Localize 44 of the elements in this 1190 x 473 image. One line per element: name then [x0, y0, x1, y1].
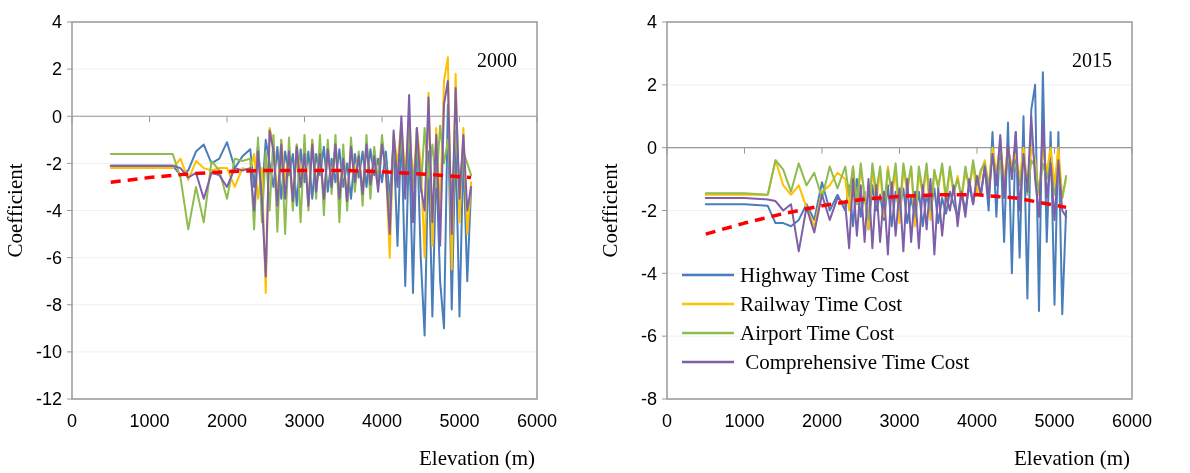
y-tick-label: -10	[35, 342, 62, 363]
y-tick-label: -12	[35, 389, 62, 410]
legend-label: Comprehensive Time Cost	[740, 350, 970, 375]
annotation: 2000	[477, 49, 517, 71]
line-series	[109, 79, 473, 278]
y-tick-label: 0	[51, 106, 62, 127]
line-series	[109, 168, 473, 184]
x-tick-label: 5000	[1034, 411, 1075, 431]
legend-label: Highway Time Cost	[740, 263, 910, 288]
y-tick-label: -6	[45, 247, 62, 268]
x-tick-label: 2000	[206, 411, 248, 431]
x-tick-label: 1000	[724, 411, 765, 431]
x-tick-label: 0	[66, 411, 78, 431]
y-tick-label: -4	[640, 263, 657, 284]
y-axis-title: Coefficient	[3, 163, 27, 258]
x-tick-label: 4000	[361, 411, 403, 431]
x-axis-title: Elevation (m)	[418, 446, 536, 470]
y-tick-label: -8	[640, 389, 657, 410]
y-tick-label: -8	[45, 295, 62, 316]
x-tick-label: 3000	[284, 411, 325, 431]
x-tick-label: 4000	[956, 411, 998, 431]
x-tick-label: 6000	[516, 411, 558, 431]
x-tick-label: 6000	[1111, 411, 1153, 431]
y-tick-label: -4	[45, 200, 62, 221]
y-tick-label: 2	[646, 75, 657, 96]
legend-label: Railway Time Cost	[740, 292, 903, 317]
x-axis-title: Elevation (m)	[1013, 446, 1131, 470]
y-tick-label: 4	[51, 12, 62, 33]
x-tick-label: 0	[661, 411, 673, 431]
y-tick-label: 4	[646, 12, 657, 33]
annotation: 2015	[1072, 49, 1112, 71]
x-tick-label: 1000	[129, 411, 170, 431]
line-series	[704, 193, 1068, 236]
y-tick-label: -2	[45, 153, 62, 174]
y-tick-label: 0	[646, 137, 657, 158]
x-tick-label: 2000	[801, 411, 843, 431]
legend-label: Airport Time Cost	[740, 321, 895, 346]
y-tick-label: -2	[640, 200, 657, 221]
y-axis-title: Coefficient	[598, 163, 622, 258]
y-tick-label: 2	[51, 59, 62, 80]
x-tick-label: 5000	[439, 411, 480, 431]
line-series	[704, 115, 1068, 256]
y-tick-label: -6	[640, 326, 657, 347]
x-tick-label: 3000	[879, 411, 920, 431]
